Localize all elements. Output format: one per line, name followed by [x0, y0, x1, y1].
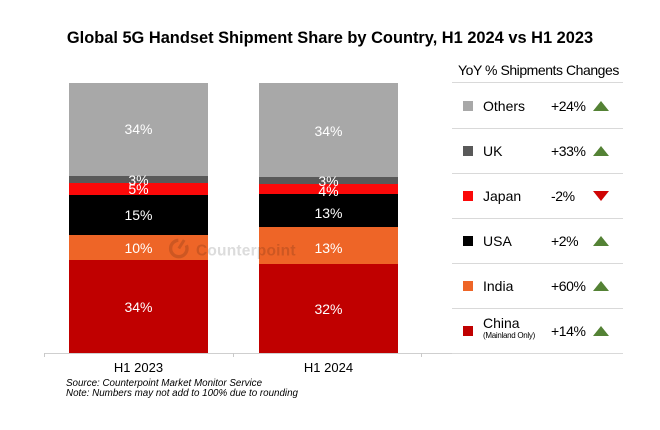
svg-text:Counterpoint: Counterpoint: [196, 243, 296, 260]
